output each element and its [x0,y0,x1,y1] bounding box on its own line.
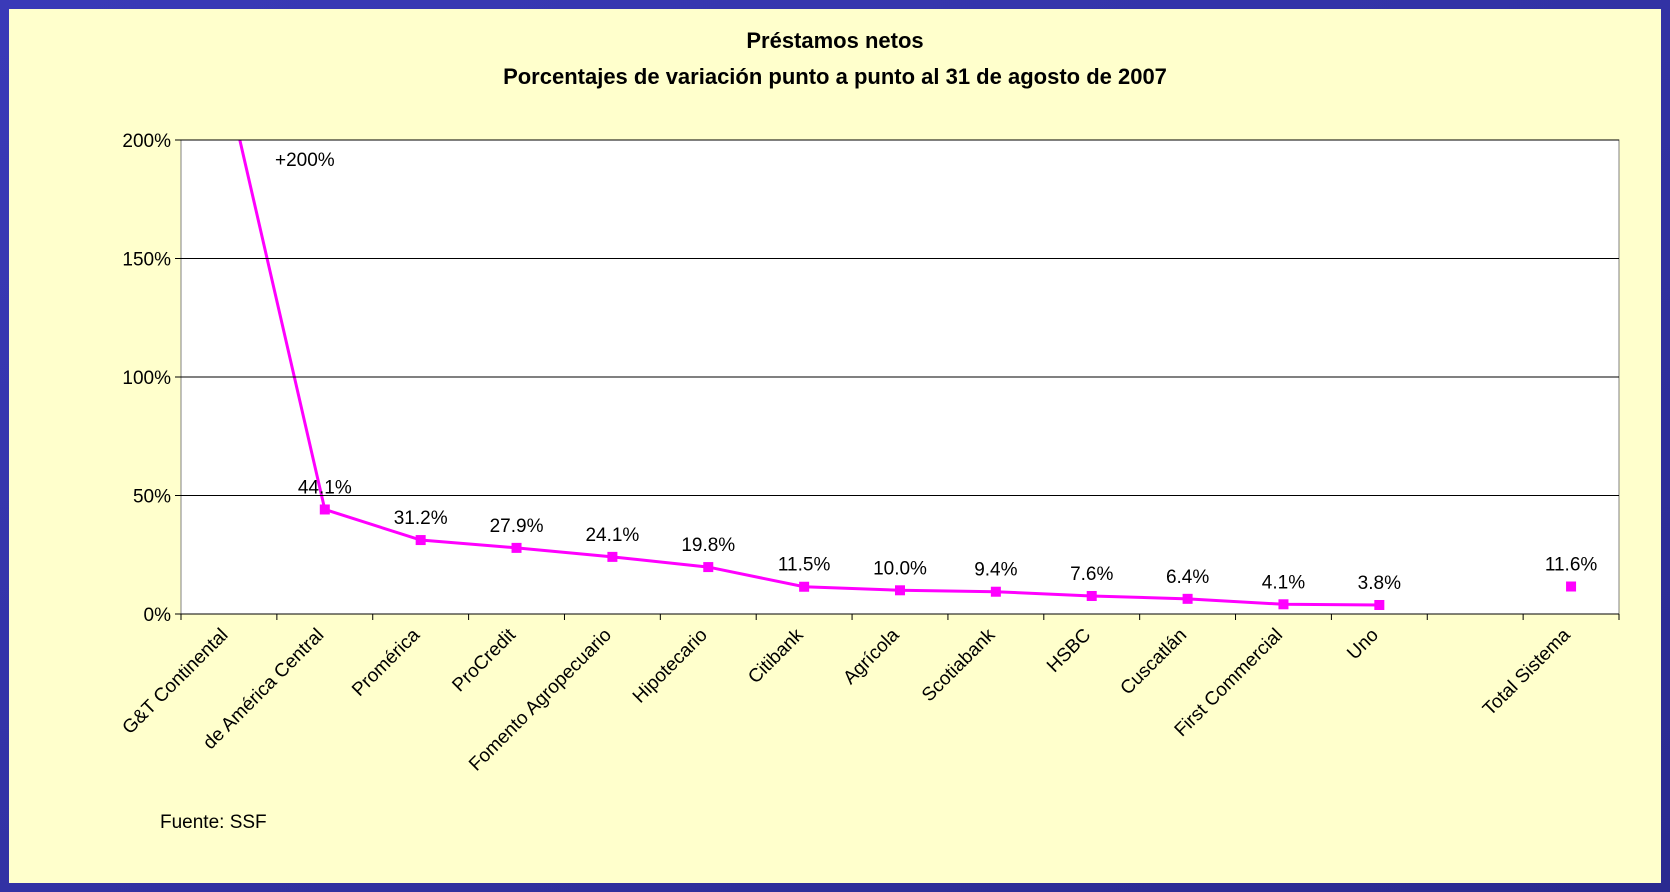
data-label: 31.2% [394,508,448,529]
y-tick-label: 50% [133,487,171,508]
data-label: 11.6% [1545,555,1598,576]
point [607,551,618,562]
point [1086,590,1097,601]
y-tick-label: 150% [122,250,171,271]
data-label: 11.5% [778,555,831,576]
point [1566,581,1577,592]
point [1182,593,1193,604]
data-label: 3.8% [1358,573,1401,594]
point [511,542,522,553]
annotation: +200% [275,150,335,171]
data-label: 7.6% [1070,564,1113,585]
plot-clip [224,88,1576,610]
point [319,504,330,515]
chart-title: Préstamos netos [746,28,923,53]
point [895,585,905,596]
point [703,562,714,573]
y-tick-label: 100% [122,368,171,389]
data-label: 24.1% [585,525,639,546]
y-tick-label: 0% [144,605,172,626]
point [1278,599,1289,610]
data-label: 19.8% [681,535,735,556]
data-label: 44.1% [298,477,352,498]
data-label: 6.4% [1166,567,1209,588]
point [990,586,1001,597]
data-label: 4.1% [1262,572,1305,593]
point [1374,599,1385,610]
chart-subtitle: Porcentajes de variación punto a punto a… [503,64,1167,89]
data-label: 10.0% [873,558,927,579]
point [415,535,426,546]
source: Fuente: SSF [160,812,267,833]
data-label: 9.4% [974,560,1017,581]
y-tick-label: 200% [122,131,171,152]
point [799,581,810,592]
data-label: 27.9% [490,516,544,537]
